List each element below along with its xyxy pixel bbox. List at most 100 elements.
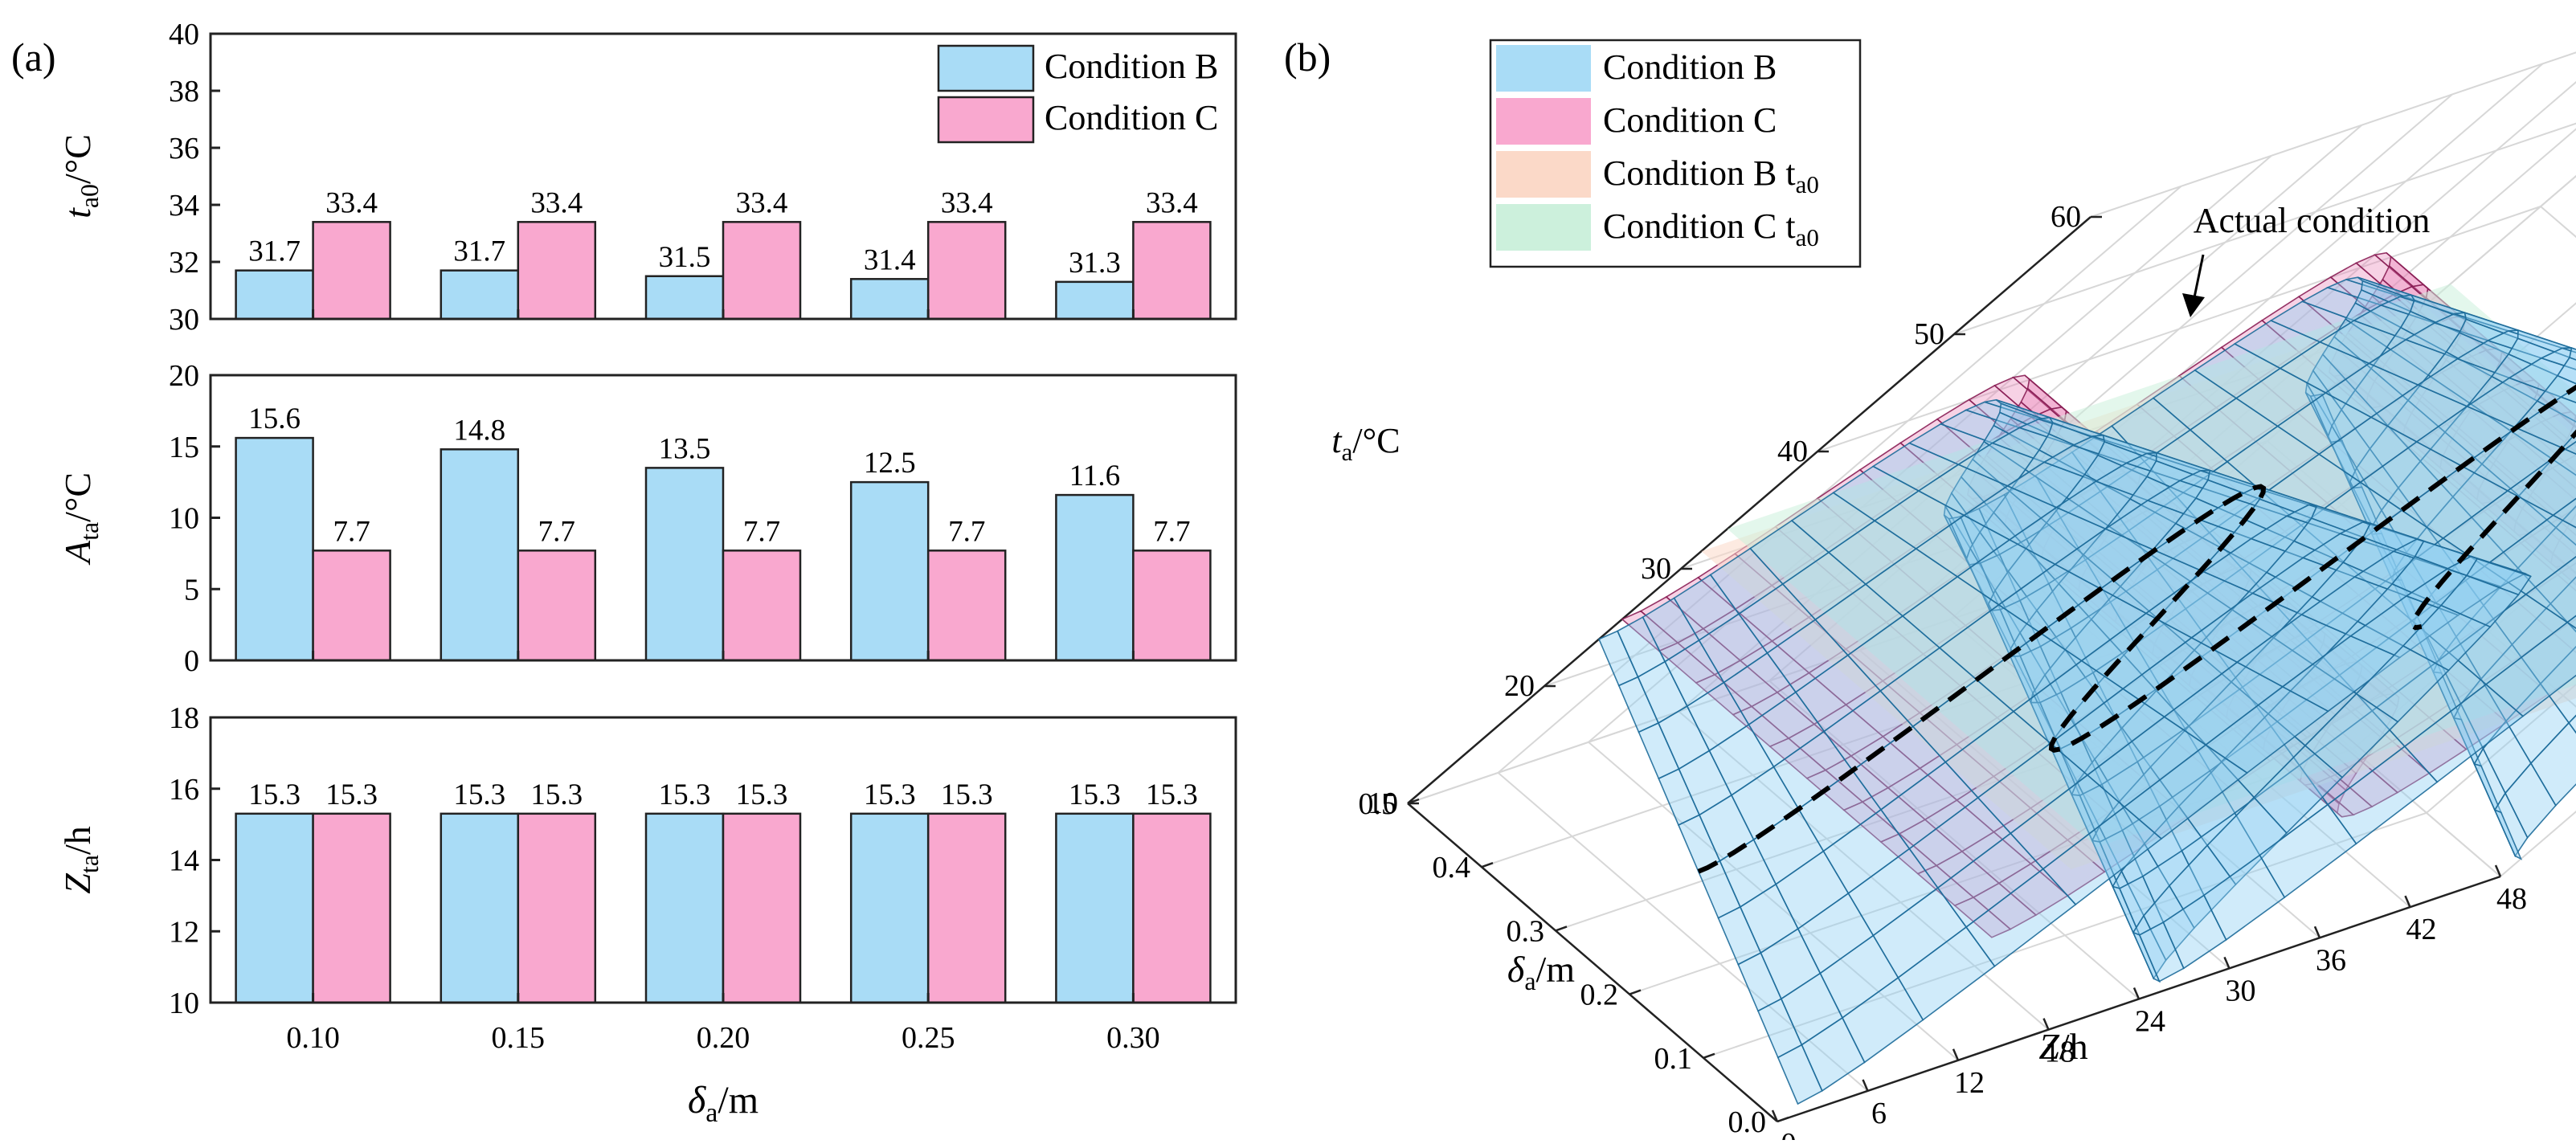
depth-tick	[1556, 926, 1567, 930]
bar-condition-c	[928, 222, 1005, 319]
bar-condition-c	[518, 550, 595, 660]
depth-tick	[1777, 1117, 1789, 1122]
data-label: 7.7	[743, 515, 780, 548]
x-tick-label: 0.20	[697, 1021, 750, 1055]
y-tick-label: 5	[184, 573, 199, 607]
depth-tick-label: 0.3	[1507, 914, 1545, 948]
y-axis-label: Zta/h	[57, 826, 104, 893]
data-label: 7.7	[1153, 515, 1190, 548]
bar-condition-c	[723, 550, 800, 660]
x-tick-label: 0.25	[902, 1021, 955, 1055]
y-tick-label: 34	[169, 189, 199, 223]
x-tick-label: 0.15	[492, 1021, 546, 1055]
z-tick-label: 40	[1777, 435, 1808, 468]
legend: Condition B Condition C	[938, 46, 1218, 142]
x-tick-label: 0.30	[1106, 1021, 1160, 1055]
bar-condition-c	[1133, 222, 1210, 319]
data-label: 33.4	[736, 186, 788, 219]
z-tick-label: 50	[1914, 317, 1944, 351]
bar-condition-c	[313, 814, 390, 1003]
data-label: 13.5	[659, 432, 711, 465]
annotation-arrow-line	[2194, 255, 2203, 301]
bar-condition-b	[851, 814, 928, 1003]
y-axis-label: ta0/°C	[57, 134, 104, 219]
panel-b-surface-plot: 1020304050600.00.10.20.30.40.50612182430…	[1331, 0, 2576, 1140]
data-label: 31.7	[453, 235, 505, 268]
data-label: 31.4	[864, 243, 916, 276]
depth-tick-label: 0.4	[1433, 851, 1471, 885]
depth-tick-label: 0.5	[1359, 787, 1397, 821]
bar-condition-b	[236, 271, 313, 319]
y-tick-label: 16	[169, 773, 199, 807]
bar-condition-c	[928, 814, 1005, 1003]
bar-condition-c	[1133, 550, 1210, 660]
data-label: 15.3	[1069, 778, 1121, 811]
z-tick-label: 30	[1641, 552, 1671, 586]
data-label: 31.3	[1069, 247, 1121, 280]
x-tick-label: 0.10	[286, 1021, 340, 1055]
legend-swatch	[1496, 98, 1591, 145]
bar-condition-b	[646, 814, 723, 1003]
bar-condition-c	[313, 550, 390, 660]
legend-swatch	[938, 97, 1033, 142]
data-label: 15.3	[1146, 778, 1198, 811]
x-tick-label: 42	[2406, 913, 2437, 946]
y-tick-label: 32	[169, 246, 199, 280]
legend-swatch	[1496, 45, 1591, 92]
legend-label: Condition C ta0	[1603, 206, 1819, 251]
data-label: 7.7	[333, 515, 370, 548]
annotation-actual-condition: Actual condition	[2194, 201, 2431, 240]
bar-condition-c	[1133, 814, 1210, 1003]
bar-condition-b	[646, 468, 723, 660]
legend-label: Condition B ta0	[1603, 153, 1819, 198]
data-label: 7.7	[538, 515, 575, 548]
bar-condition-c	[518, 222, 595, 319]
legend-swatch	[1496, 204, 1591, 251]
depth-tick	[1482, 863, 1493, 867]
gridline	[2091, 0, 2576, 217]
y-tick-label: 15	[169, 431, 199, 464]
x-axis-label: δa/m	[688, 1079, 758, 1128]
annotation-arrowhead	[2182, 293, 2205, 317]
x-tick-label: 0	[1781, 1127, 1797, 1140]
y-tick-label: 10	[169, 502, 199, 536]
legend-label: Condition B	[1603, 47, 1777, 87]
data-label: 33.4	[1146, 186, 1198, 219]
y-tick-label: 38	[169, 75, 199, 108]
data-label: 31.7	[248, 235, 301, 268]
bar-condition-b	[236, 438, 313, 660]
legend-label: Condition C	[1045, 98, 1218, 137]
depth-tick-label: 0.0	[1728, 1105, 1767, 1139]
data-label: 11.6	[1069, 460, 1120, 492]
y-tick-label: 14	[169, 844, 199, 878]
panel-b-label: (b)	[1284, 35, 1331, 80]
y-tick-label: 40	[169, 18, 199, 51]
depth-tick	[1703, 1054, 1715, 1058]
data-label: 15.3	[453, 778, 505, 811]
y-tick-label: 10	[169, 987, 199, 1020]
x-tick-label: 24	[2135, 1005, 2165, 1039]
bar-condition-b	[851, 279, 928, 319]
data-label: 15.3	[736, 778, 788, 811]
bar-condition-c	[723, 222, 800, 319]
bar-condition-c	[928, 550, 1005, 660]
bar-condition-b	[1056, 495, 1133, 660]
x-tick-label: 6	[1871, 1097, 1887, 1130]
depth-axis-title: δa/m	[1507, 949, 1575, 995]
legend-label: Condition B	[1045, 47, 1218, 86]
y-axis-label: Ata/°C	[57, 472, 104, 566]
y-tick-label: 18	[169, 701, 199, 735]
legend-swatch	[1496, 151, 1591, 198]
y-tick-label: 20	[169, 359, 199, 393]
bar-condition-b	[646, 276, 723, 319]
x-tick-label: 12	[1954, 1066, 1985, 1100]
data-label: 15.3	[325, 778, 378, 811]
legend-swatch	[938, 46, 1033, 91]
bar-condition-c	[313, 222, 390, 319]
x-axis-title: Z/h	[2038, 1026, 2087, 1067]
data-label: 33.4	[530, 186, 583, 219]
bar-condition-c	[518, 814, 595, 1003]
data-label: 15.6	[248, 402, 301, 435]
